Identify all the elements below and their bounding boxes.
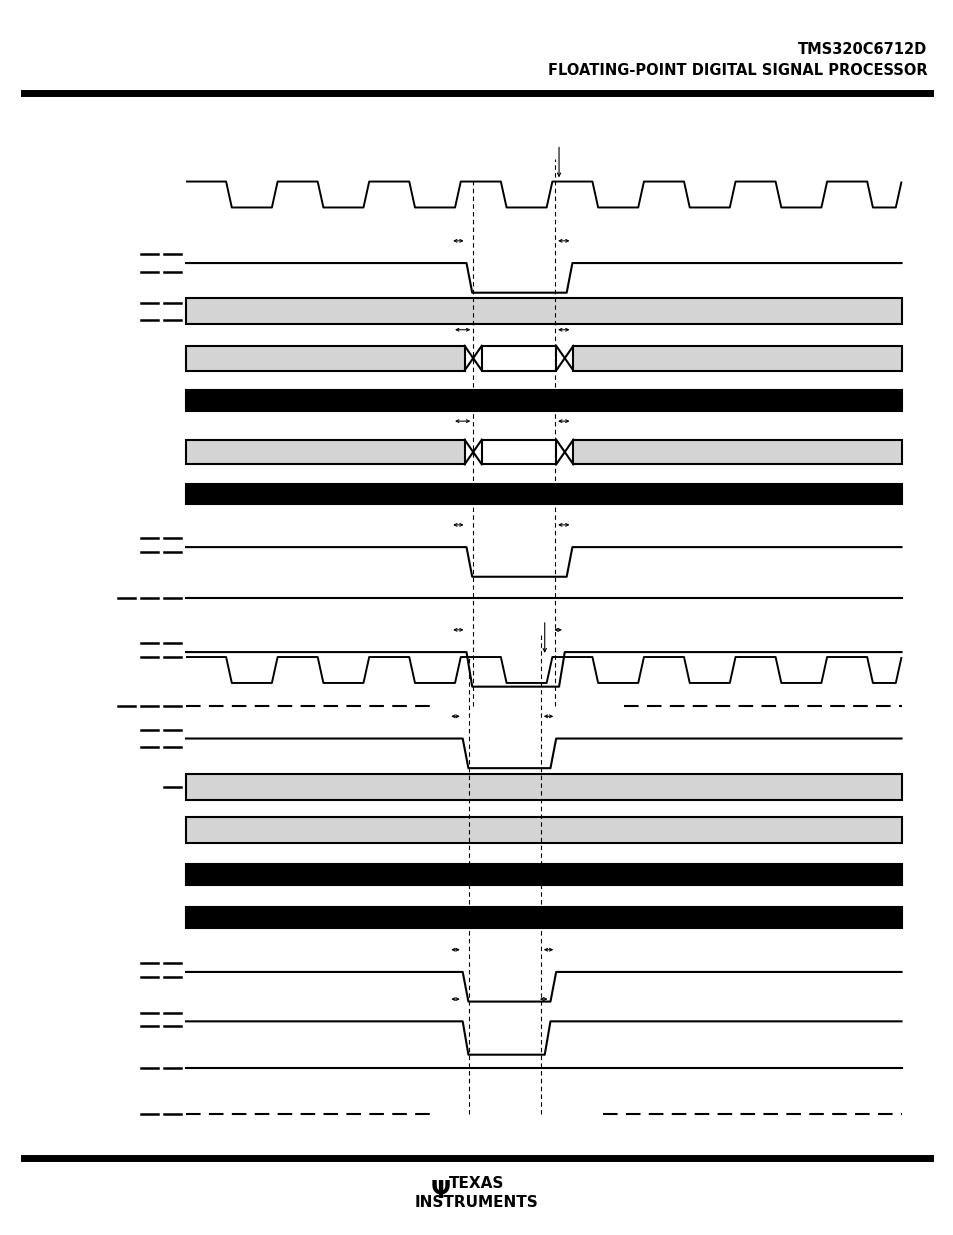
Bar <box>573 440 901 464</box>
Bar <box>186 773 901 800</box>
Text: TMS320C6712D: TMS320C6712D <box>798 42 926 57</box>
Text: FLOATING-POINT DIGITAL SIGNAL PROCESSOR: FLOATING-POINT DIGITAL SIGNAL PROCESSOR <box>547 63 926 78</box>
Bar <box>186 390 901 410</box>
Bar <box>186 864 901 885</box>
Text: TEXAS: TEXAS <box>449 1176 504 1191</box>
Bar <box>186 818 901 842</box>
Bar <box>186 906 901 929</box>
Bar <box>186 298 901 325</box>
Text: Ψ: Ψ <box>431 1178 450 1203</box>
Bar <box>481 346 556 370</box>
Bar <box>573 346 901 370</box>
Bar <box>186 346 464 370</box>
Bar <box>186 440 464 464</box>
Text: INSTRUMENTS: INSTRUMENTS <box>415 1195 538 1210</box>
Bar <box>481 440 556 464</box>
Bar <box>186 483 901 504</box>
